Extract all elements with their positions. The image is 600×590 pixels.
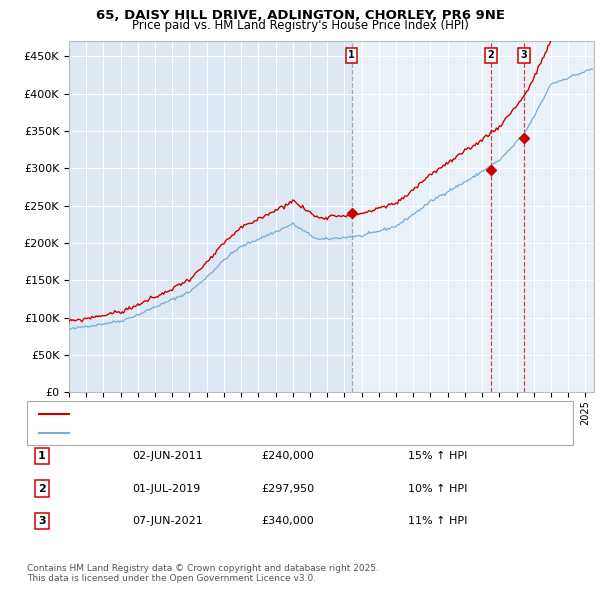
Text: 65, DAISY HILL DRIVE, ADLINGTON, CHORLEY, PR6 9NE: 65, DAISY HILL DRIVE, ADLINGTON, CHORLEY… [95, 9, 505, 22]
Text: 11% ↑ HPI: 11% ↑ HPI [408, 516, 467, 526]
Text: 07-JUN-2021: 07-JUN-2021 [132, 516, 203, 526]
Text: Contains HM Land Registry data © Crown copyright and database right 2025.
This d: Contains HM Land Registry data © Crown c… [27, 563, 379, 583]
Text: 10% ↑ HPI: 10% ↑ HPI [408, 484, 467, 493]
Text: 02-JUN-2011: 02-JUN-2011 [132, 451, 203, 461]
Text: 1: 1 [38, 451, 46, 461]
Text: HPI: Average price, detached house, Chorley: HPI: Average price, detached house, Chor… [75, 428, 308, 438]
Text: 3: 3 [38, 516, 46, 526]
Text: £297,950: £297,950 [262, 484, 314, 493]
Text: 2: 2 [38, 484, 46, 493]
Text: £340,000: £340,000 [262, 516, 314, 526]
Text: 1: 1 [348, 50, 355, 60]
Text: £240,000: £240,000 [262, 451, 314, 461]
Text: 2: 2 [487, 50, 494, 60]
Text: Price paid vs. HM Land Registry's House Price Index (HPI): Price paid vs. HM Land Registry's House … [131, 19, 469, 32]
Text: 3: 3 [520, 50, 527, 60]
Text: 15% ↑ HPI: 15% ↑ HPI [408, 451, 467, 461]
Text: 65, DAISY HILL DRIVE, ADLINGTON, CHORLEY, PR6 9NE (detached house): 65, DAISY HILL DRIVE, ADLINGTON, CHORLEY… [75, 409, 456, 418]
Text: 01-JUL-2019: 01-JUL-2019 [132, 484, 200, 493]
Bar [352, 41, 594, 392]
